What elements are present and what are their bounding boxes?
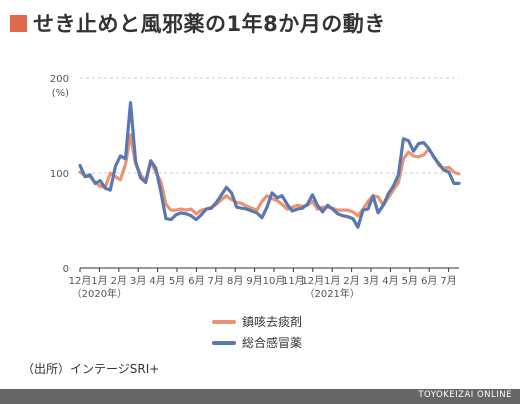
footer-bar: TOYOKEIZAI ONLINE	[0, 389, 520, 404]
legend-label-2: 総合感冒薬	[242, 335, 302, 350]
y-tick-label: 100	[50, 169, 69, 180]
title-square-icon	[10, 14, 27, 32]
x-tick-label: 10月	[263, 275, 286, 287]
x-tick-label: 3月	[130, 275, 146, 287]
x-tick-label: 4月	[149, 275, 165, 287]
x-tick-label: 7月	[208, 275, 224, 287]
chart-title: せき止めと風邪薬の1年8か月の動き	[33, 12, 386, 36]
title-row: せき止めと風邪薬の1年8か月の動き	[10, 6, 386, 40]
x-tick-label: 12月	[301, 275, 324, 287]
x-tick-label: 1月	[324, 275, 340, 287]
y-tick-label: 200	[50, 74, 69, 85]
x-tick-label: 6月	[188, 275, 204, 287]
x-tick-label: 9月	[246, 275, 262, 287]
source-note: （出所）インテージSRI+	[22, 362, 160, 376]
y-tick-label: 0	[63, 264, 69, 275]
footer-brand: TOYOKEIZAI ONLINE	[418, 390, 512, 400]
x-tick-label: 5月	[402, 275, 418, 287]
x-year-label: （2021年）	[304, 287, 359, 300]
x-tick-label: 8月	[227, 275, 243, 287]
x-tick-label: 2月	[111, 275, 127, 287]
x-tick-label: 1月	[91, 275, 107, 287]
x-tick-label: 4月	[382, 275, 398, 287]
y-axis-unit: (%)	[52, 88, 69, 99]
legend-label-1: 鎮咳去痰剤	[242, 314, 302, 329]
x-tick-label: 3月	[363, 275, 379, 287]
x-tick-label: 2月	[343, 275, 359, 287]
series-lines	[78, 101, 461, 229]
x-tick-label: 12月	[69, 275, 92, 287]
x-tick-label: 5月	[169, 275, 185, 287]
x-tick-label: 6月	[421, 275, 437, 287]
series-line-2	[78, 101, 461, 229]
x-tick-label: 7月	[440, 275, 456, 287]
x-year-label: （2020年）	[72, 287, 127, 300]
x-tick-label: 11月	[282, 275, 305, 287]
